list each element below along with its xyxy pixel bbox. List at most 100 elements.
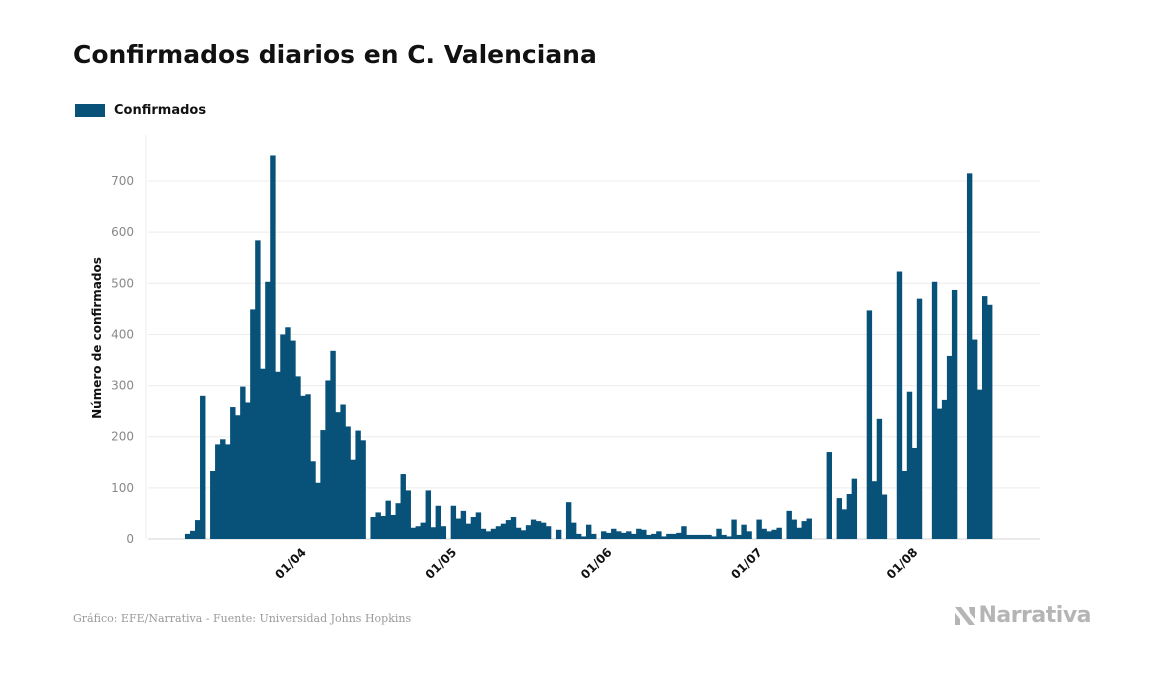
bar [711,536,717,539]
bar [731,519,737,539]
bar [500,523,507,539]
bar [235,415,241,539]
bar [601,531,607,539]
bar [565,502,572,539]
bar [555,529,562,539]
bar [696,534,702,539]
bar [585,524,592,539]
bar [415,526,421,539]
bar [621,532,627,539]
bar [300,395,306,539]
bar [320,430,326,539]
bar [525,525,532,539]
y-tick-label: 100 [111,481,134,495]
bar [986,304,993,539]
bar [345,426,351,539]
bar [440,526,447,539]
bar [616,531,622,539]
bar [385,500,391,539]
bar [641,529,647,539]
bar [786,510,792,539]
bar [721,534,727,539]
bar [190,530,196,539]
y-tick-label: 700 [111,174,134,188]
y-axis-ticks: 0 100 200 300 400 500 600 700 [111,174,134,546]
bar [350,459,356,539]
bar [906,391,913,539]
bar [606,532,612,539]
bar [485,531,492,539]
bar [671,533,677,539]
x-tick-label: 01/08 [884,545,921,582]
bar [966,173,973,539]
bar [250,309,256,539]
bar [380,515,386,539]
bar [791,519,797,539]
bar [305,394,311,539]
bar [570,522,577,539]
bar [355,430,361,539]
bar [636,528,642,539]
bar [310,461,316,539]
bar [430,527,437,539]
bar [200,395,206,539]
bar [210,470,216,539]
y-tick-label: 300 [111,379,134,393]
bar [681,526,687,539]
bar [651,533,657,539]
x-tick-label: 01/06 [578,545,615,582]
bar [285,327,291,539]
bar [260,368,266,539]
bar [881,494,888,539]
bar [771,529,777,539]
bar [410,527,416,539]
bar [470,517,477,539]
bar [185,533,191,539]
y-tick-label: 0 [126,532,134,546]
narrativa-logo-icon [955,606,976,625]
bar [295,376,301,539]
bar [245,402,251,539]
bars [185,155,993,539]
bar [841,509,848,539]
bar [255,240,261,539]
bar [911,447,918,539]
legend-label: Confirmados [114,103,207,118]
bar [676,532,682,539]
chart-title: Confirmados diarios en C. Valenciana [73,40,597,69]
bar [846,494,853,539]
bar [360,440,366,539]
bar [741,524,747,539]
bar [520,530,527,539]
brand-logo: Narrativa [954,603,1091,628]
bar [425,490,432,539]
x-tick-label: 01/04 [272,545,309,582]
bar [580,536,587,539]
x-tick-label: 01/07 [728,545,765,582]
bar [896,271,903,539]
bar [866,310,873,539]
bar [490,528,497,539]
bar [370,517,376,539]
bar [736,534,742,539]
bar [901,470,908,539]
bar [270,155,276,539]
bar [631,533,637,539]
bar [505,520,512,539]
bar [540,522,547,539]
bar [826,452,832,539]
bar [766,531,772,539]
bar [455,518,462,539]
x-axis-ticks: 01/04 01/05 01/06 01/07 01/08 [272,545,920,582]
bar [941,399,948,539]
bar [981,296,988,539]
bar [691,534,697,539]
bar [420,522,426,539]
bar [716,528,722,539]
bar [375,512,381,539]
bar [971,339,978,539]
y-tick-label: 200 [111,430,134,444]
bar [871,481,878,539]
bar [515,527,522,539]
bar [851,478,858,539]
